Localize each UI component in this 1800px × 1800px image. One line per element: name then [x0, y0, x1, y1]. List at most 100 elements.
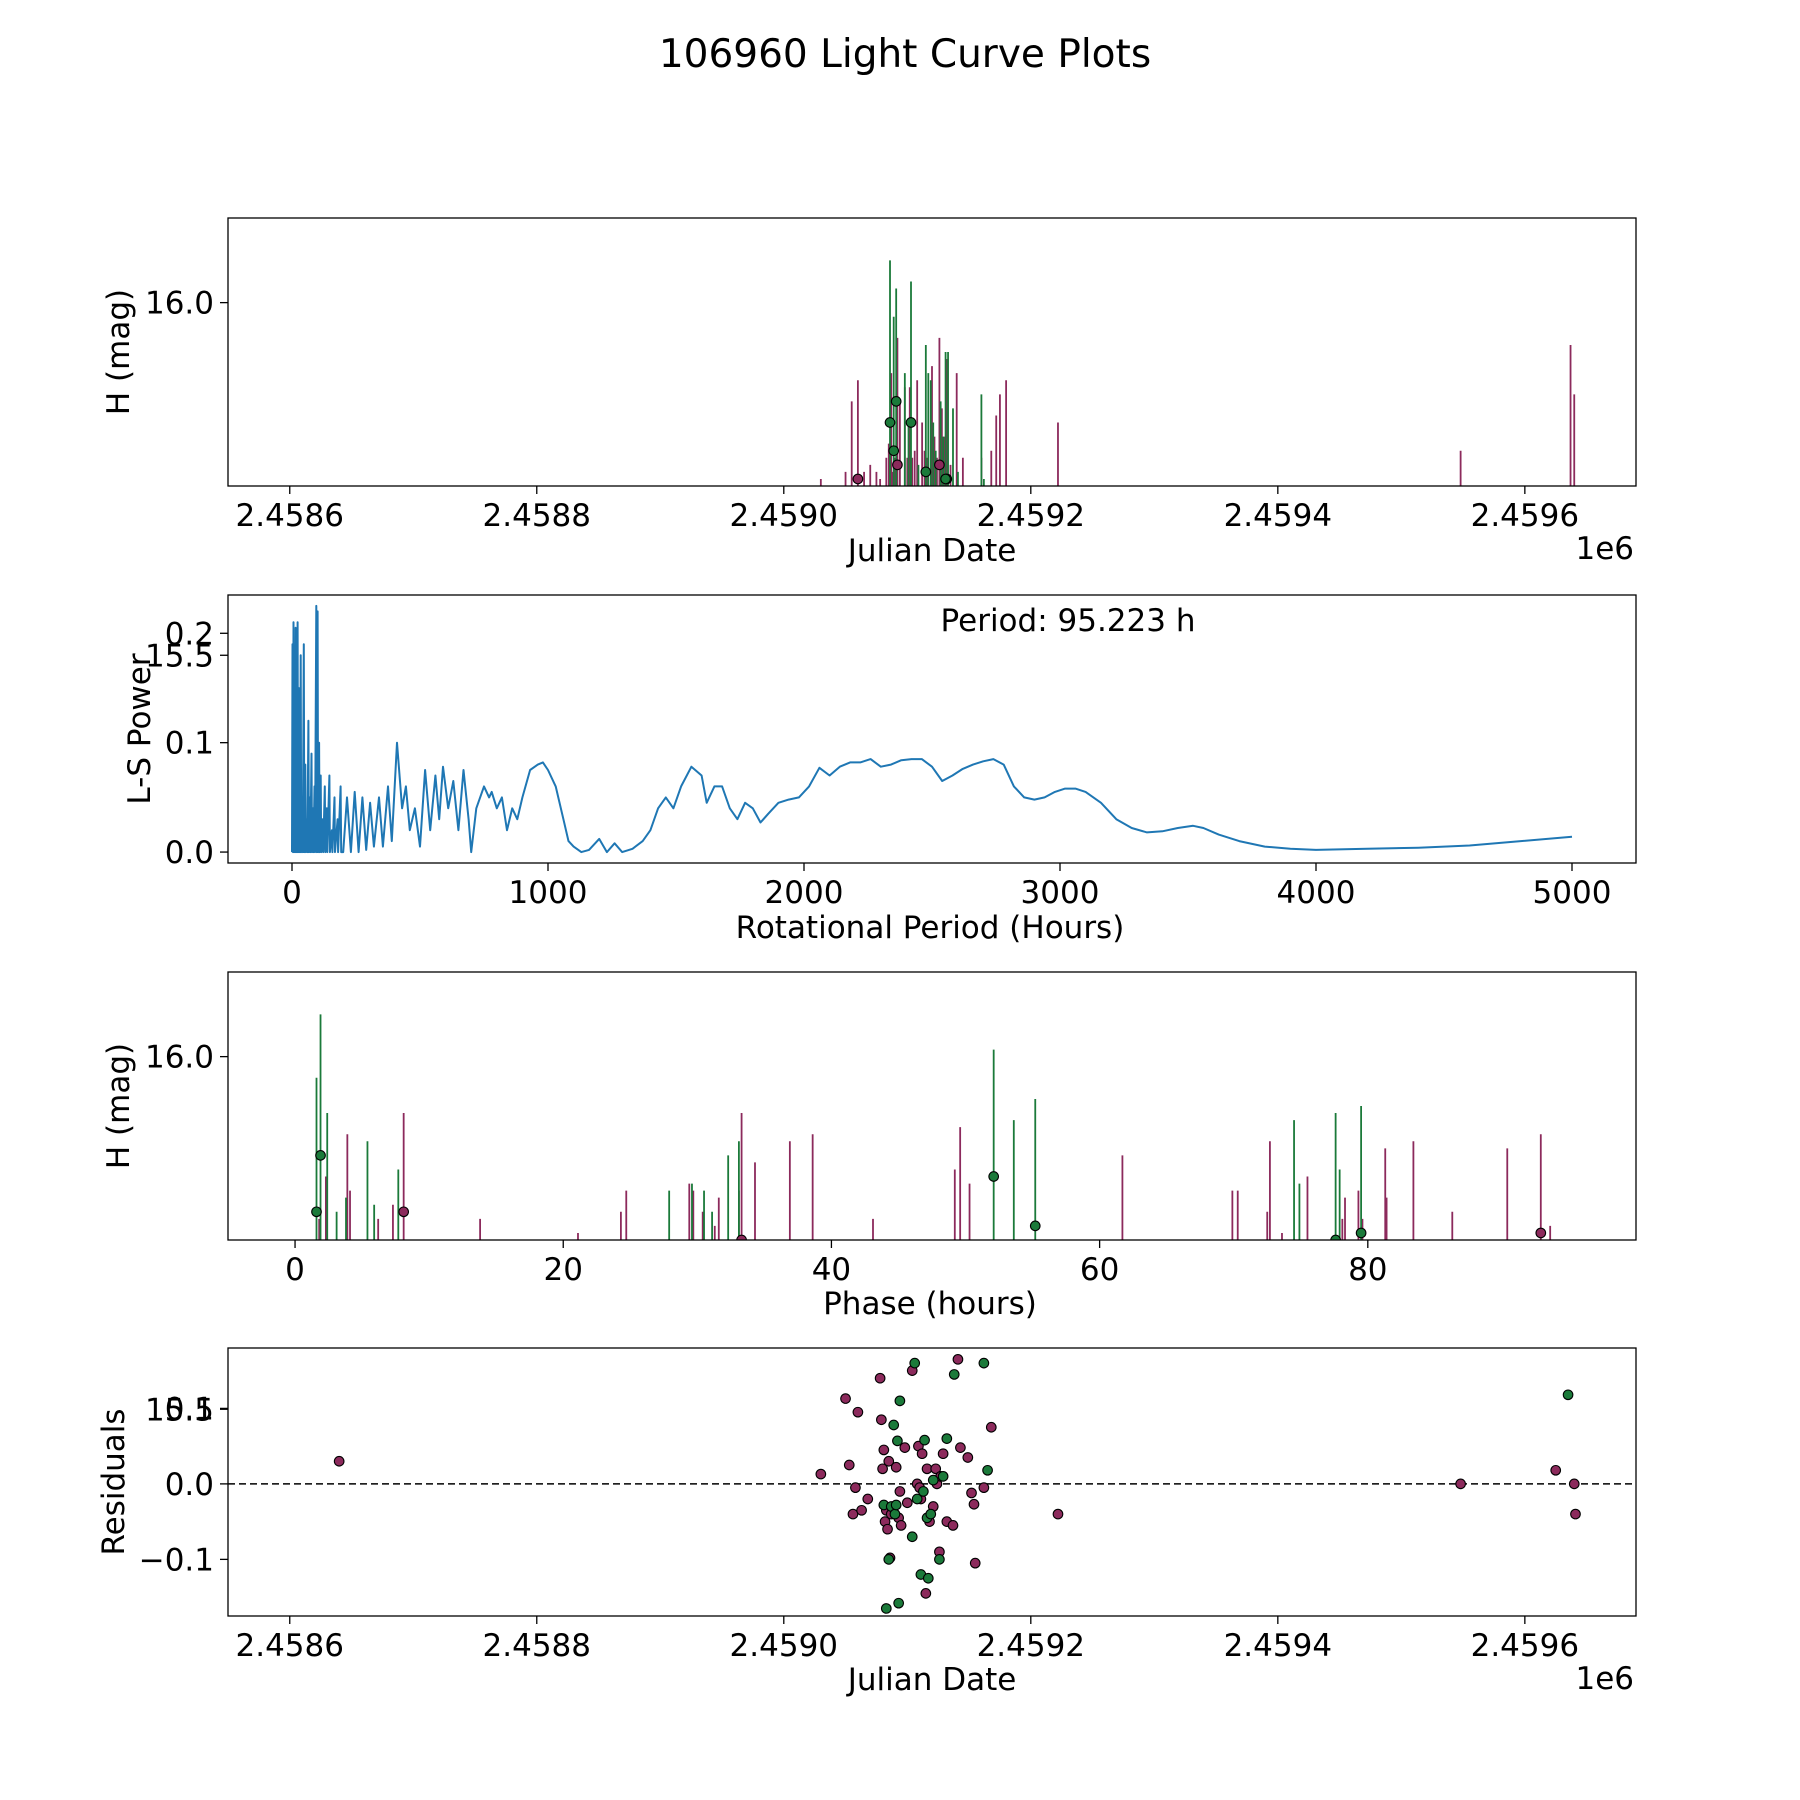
- data-point-green: [926, 502, 936, 512]
- data-point-purple: [947, 1520, 959, 1531]
- x-tick-label: 2.4596: [1471, 1628, 1579, 1664]
- data-point-green: [707, 1320, 717, 1330]
- data-point-purple: [1409, 1249, 1419, 1259]
- data-point-purple: [850, 1482, 861, 1494]
- light-curve-ylabel: H (mag): [101, 289, 137, 415]
- data-point-green: [394, 1278, 404, 1288]
- data-point-purple: [917, 524, 927, 534]
- data-point-purple: [1277, 1341, 1287, 1351]
- data-point-green: [953, 573, 963, 583]
- data-point-purple: [874, 1372, 886, 1384]
- data-point-purple: [1551, 580, 1561, 590]
- y-tick-label: 0.0: [165, 1467, 214, 1503]
- phase-x-ticks: 0 20 40 60 80: [285, 1240, 1388, 1288]
- data-point-green: [1127, 1454, 1137, 1464]
- data-point-purple: [966, 1487, 977, 1499]
- data-point-purple: [930, 1463, 942, 1475]
- x-tick-label: 1000: [509, 875, 588, 911]
- data-point-purple: [1262, 1292, 1272, 1302]
- data-point-purple: [1358, 1327, 1368, 1337]
- residuals-xlabel: Julian Date: [846, 1662, 1017, 1698]
- y-tick-label: −0.1: [139, 1542, 214, 1578]
- data-point-purple: [894, 1486, 906, 1497]
- data-point-purple: [1354, 1299, 1364, 1309]
- residuals-panel: 2.4586 2.4588 2.4590 2.4592 2.4594 2.4596 0.1…: [96, 1347, 1637, 1698]
- data-point-purple: [907, 580, 917, 590]
- data-point-green: [880, 1603, 892, 1614]
- data-point-purple: [856, 1504, 867, 1516]
- data-point-green: [906, 1531, 918, 1543]
- residuals-x-ticks: 2.4586 2.4588 2.4590 2.4592 2.4594 2.4596: [236, 1616, 1579, 1664]
- phase-xlabel: Phase (hours): [823, 1286, 1037, 1322]
- data-point-purple: [343, 1249, 353, 1259]
- data-point-purple: [916, 1448, 928, 1460]
- data-point-purple: [684, 1278, 694, 1288]
- data-point-purple: [934, 459, 945, 471]
- phase-plot-area: [311, 1014, 1552, 1464]
- data-point-green: [1563, 615, 1573, 625]
- data-point-purple: [920, 1588, 932, 1599]
- data-point-purple: [927, 488, 937, 498]
- x-tick-label: 0: [282, 875, 302, 911]
- x-tick-label: 4000: [1277, 875, 1356, 911]
- data-point-purple: [1067, 1334, 1077, 1344]
- data-point-green: [920, 466, 932, 478]
- data-point-purple: [901, 1497, 913, 1509]
- data-point-purple: [321, 1292, 331, 1302]
- periodogram-frame: [227, 594, 1637, 864]
- data-point-purple: [1338, 1327, 1348, 1337]
- y-tick-label: 0.1: [165, 726, 214, 762]
- light-curve-plot-area: [819, 260, 1576, 710]
- data-point-purple: [573, 1341, 583, 1351]
- data-point-purple: [1052, 1508, 1064, 1520]
- periodogram-panel: 0 1000 2000 3000 4000 5000 0.2 0.1 0.0 Period: …: [122, 594, 1637, 946]
- data-point-purple: [969, 1557, 981, 1569]
- y-tick-label: 0.0: [165, 835, 214, 871]
- data-point-green: [369, 1320, 379, 1330]
- data-point-green: [322, 1242, 332, 1252]
- data-point-green: [905, 417, 917, 428]
- data-point-purple: [1570, 1508, 1581, 1520]
- x-tick-label: 40: [812, 1252, 851, 1288]
- data-point-green: [888, 1419, 900, 1431]
- data-point-purple: [840, 1393, 851, 1404]
- light-curve-offset-label: 1e6: [1575, 531, 1634, 567]
- periodogram-ylabel: L-S Power: [122, 653, 158, 804]
- data-point-green: [699, 1292, 709, 1302]
- data-point-purple: [972, 700, 982, 710]
- figure-title: 106960 Light Curve Plots: [659, 32, 1151, 77]
- data-point-purple: [892, 459, 903, 471]
- x-tick-label: 2.4588: [483, 1628, 591, 1664]
- data-point-green: [332, 1327, 342, 1337]
- x-tick-label: 2.4594: [1224, 1628, 1332, 1664]
- data-point-purple: [477, 1454, 487, 1464]
- x-tick-label: 2000: [765, 875, 844, 911]
- data-point-purple: [937, 1448, 949, 1460]
- data-point-purple: [388, 1299, 398, 1309]
- data-point-green: [1388, 1369, 1398, 1379]
- light-curve-x-ticks: 2.4586 2.4588 2.4590 2.4592 2.4594 2.4596: [236, 486, 1579, 534]
- data-point-purple: [750, 1256, 760, 1266]
- data-point-green: [933, 580, 943, 590]
- data-point-green: [311, 1206, 322, 1218]
- data-point-purple: [878, 1444, 890, 1456]
- data-point-purple: [876, 1414, 887, 1426]
- periodogram-plot-area: [291, 604, 1573, 854]
- data-point-green: [363, 1270, 373, 1280]
- data-point-green: [919, 643, 929, 653]
- x-tick-label: 5000: [1533, 875, 1612, 911]
- data-point-green: [1009, 1242, 1019, 1252]
- data-point-purple: [872, 580, 882, 590]
- data-point-green: [888, 445, 900, 457]
- data-point-purple: [890, 1461, 902, 1473]
- data-point-green: [1289, 1256, 1299, 1266]
- data-point-purple: [877, 1463, 888, 1475]
- light-curve-panel: 2.4586 2.4588 2.4590 2.4592 2.4594 2.4596 16.…: [101, 217, 1637, 710]
- data-point-purple: [962, 1452, 974, 1463]
- data-point-green: [687, 1278, 697, 1288]
- data-point-green: [664, 1306, 674, 1316]
- data-point-purple: [815, 1468, 827, 1480]
- data-point-green: [978, 1357, 990, 1369]
- data-point-purple: [878, 679, 888, 689]
- phase-y-ticks: 16.0 15.5: [145, 1040, 228, 1428]
